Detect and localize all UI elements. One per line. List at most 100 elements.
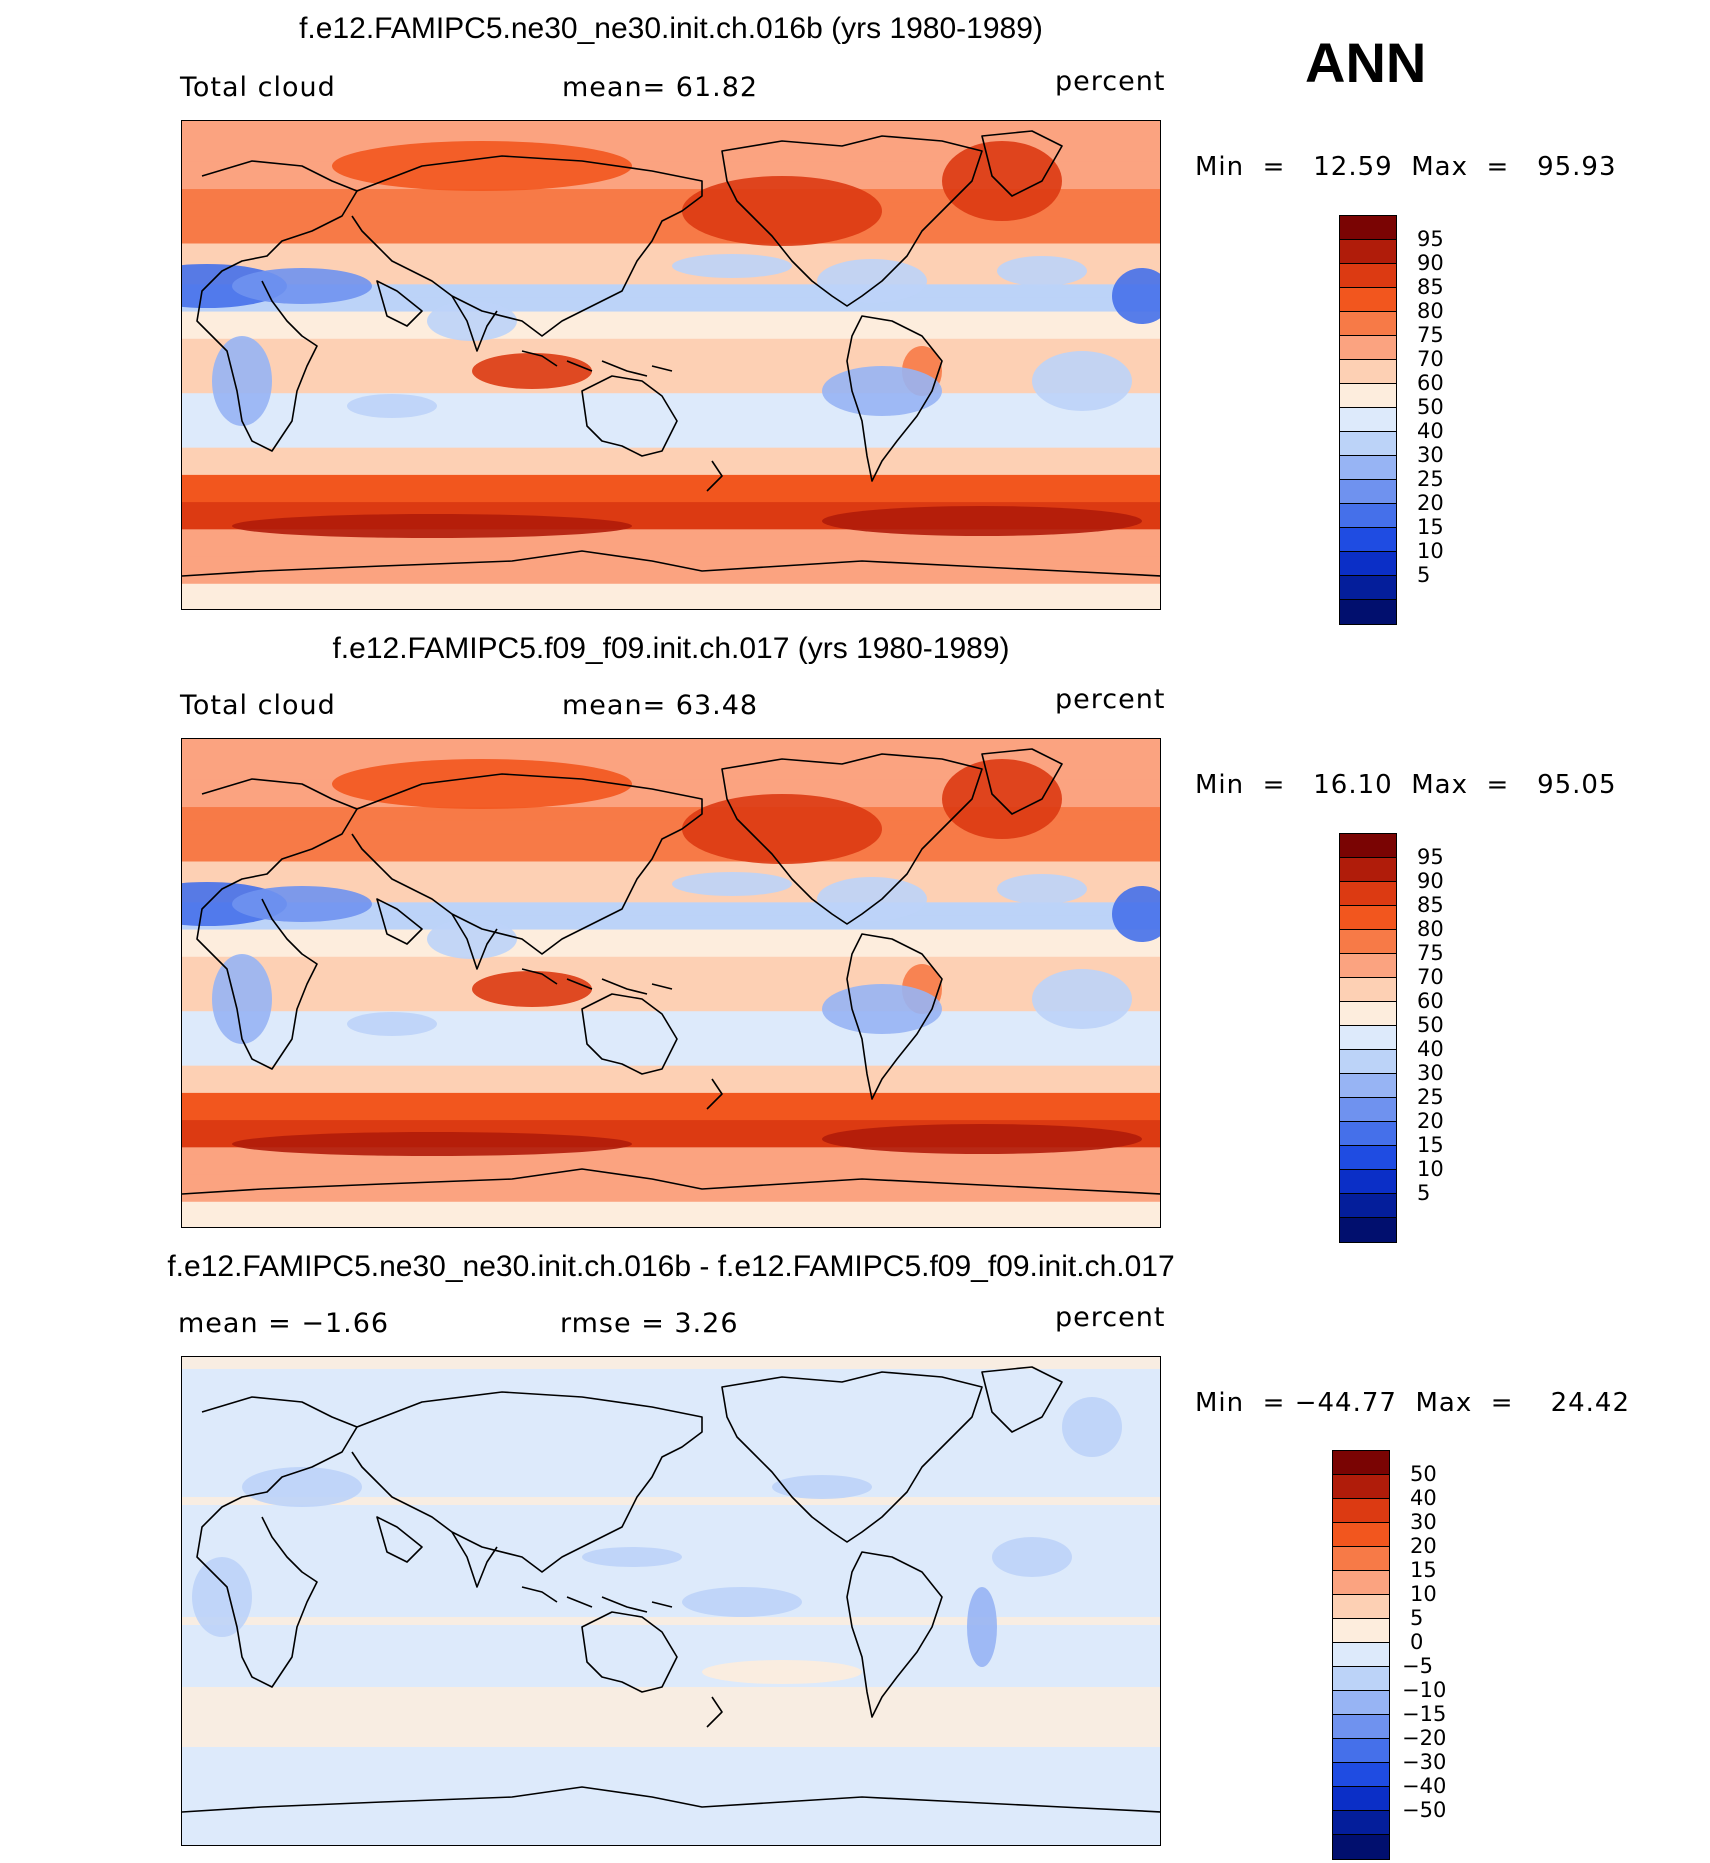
zonal-band — [182, 570, 1160, 585]
coastline — [581, 1611, 678, 1693]
colorbar-swatch — [1333, 1523, 1389, 1547]
coastline — [451, 913, 498, 970]
colorbar-tick-label: 75 — [1417, 941, 1444, 965]
coastline — [846, 933, 943, 1100]
coastline — [182, 1168, 1160, 1195]
colorbar-tick-label: 85 — [1417, 893, 1444, 917]
field-contour-region — [1112, 886, 1160, 942]
zonal-band — [182, 338, 1160, 354]
colorbar-swatch — [1340, 1122, 1396, 1146]
zonal-band — [182, 366, 1160, 381]
zonal-band — [182, 542, 1160, 558]
coastline — [981, 748, 1063, 815]
colorbar-tick-label: 60 — [1417, 989, 1444, 1013]
coastline — [706, 1696, 723, 1728]
field-contour-region — [582, 1547, 682, 1567]
colorbar-swatch — [1340, 834, 1396, 858]
coastline — [351, 155, 703, 337]
zonal-band — [182, 202, 1160, 218]
colorbar-tick-label: 20 — [1417, 491, 1444, 515]
field-contour-region — [997, 874, 1087, 904]
colorbar-tick-label: 25 — [1417, 467, 1444, 491]
coastline — [451, 1531, 498, 1588]
panel3-colorbar-swatches — [1332, 1450, 1390, 1860]
colorbar-tick-label: 20 — [1417, 1109, 1444, 1133]
zonal-band — [182, 474, 1160, 490]
zonal-band — [182, 847, 1160, 863]
field-contour-region — [582, 396, 682, 446]
colorbar-swatch — [1340, 360, 1396, 384]
zonal-band — [182, 1497, 1160, 1505]
field-contour-region — [472, 353, 592, 389]
colorbar-swatch — [1340, 1218, 1396, 1242]
field-contour-region — [682, 794, 882, 864]
zonal-band — [182, 216, 1160, 231]
colorbar-tick-label: 90 — [1417, 251, 1444, 275]
field-contour-region — [672, 254, 792, 278]
colorbar-tick-label: 50 — [1417, 395, 1444, 419]
panel3-mean-label: mean = −1.66 — [178, 1308, 390, 1339]
field-contour-region — [1032, 351, 1132, 411]
panel1-mean-label: mean= 61.82 — [562, 72, 759, 103]
zonal-band — [182, 1174, 1160, 1190]
field-contour-region — [1062, 1397, 1122, 1457]
zonal-band — [182, 1201, 1160, 1217]
field-contour-region — [347, 394, 437, 418]
colorbar-tick-label: 30 — [1417, 443, 1444, 467]
coastline — [981, 1366, 1063, 1433]
zonal-band — [182, 943, 1160, 958]
colorbar-swatch — [1340, 1194, 1396, 1218]
coastline — [981, 130, 1063, 197]
colorbar-swatch — [1340, 336, 1396, 360]
zonal-band — [182, 352, 1160, 367]
colorbar-tick-label: 40 — [1410, 1486, 1437, 1510]
colorbar-swatch — [1340, 954, 1396, 978]
colorbar-swatch — [1340, 432, 1396, 456]
colorbar-tick-label: 75 — [1417, 323, 1444, 347]
panel2-colorbar-swatches — [1339, 833, 1397, 1243]
coastline — [196, 160, 358, 452]
colorbar-swatch — [1333, 1715, 1389, 1739]
field-contour-region — [992, 1537, 1072, 1577]
field-contour-region — [1032, 969, 1132, 1029]
field-contour-region — [472, 971, 592, 1007]
zonal-band — [182, 1106, 1160, 1122]
field-contour-region — [582, 1014, 682, 1064]
zonal-band — [182, 1160, 1160, 1176]
colorbar-swatch — [1340, 312, 1396, 336]
zonal-band — [182, 1011, 1160, 1026]
zonal-band — [182, 834, 1160, 849]
colorbar-tick-label: 10 — [1410, 1582, 1437, 1606]
zonal-band — [182, 297, 1160, 313]
colorbar-tick-label: −20 — [1402, 1726, 1447, 1750]
colorbar-swatch — [1333, 1667, 1389, 1691]
coastline — [521, 350, 673, 377]
zonal-band — [182, 488, 1160, 504]
colorbar-swatch — [1340, 906, 1396, 930]
field-contour-region — [672, 872, 792, 896]
colorbar-swatch — [1340, 216, 1396, 240]
colorbar-swatch — [1333, 1835, 1389, 1859]
colorbar-swatch — [1340, 504, 1396, 528]
colorbar-swatch — [1333, 1451, 1389, 1475]
panel3-minmax: Min = −44.77 Max = 24.42 — [1195, 1388, 1631, 1418]
zonal-band — [182, 1188, 1160, 1203]
colorbar-swatch — [1333, 1811, 1389, 1835]
colorbar-swatch — [1340, 480, 1396, 504]
colorbar-swatch — [1340, 576, 1396, 600]
colorbar-swatch — [1340, 528, 1396, 552]
panel2-title: f.e12.FAMIPC5.f09_f09.init.ch.017 (yrs 1… — [332, 632, 1010, 665]
colorbar-tick-label: 50 — [1410, 1462, 1437, 1486]
panel2-mean-label: mean= 63.48 — [562, 690, 759, 721]
colorbar-swatch — [1340, 240, 1396, 264]
colorbar-swatch — [1340, 408, 1396, 432]
colorbar-tick-label: 40 — [1417, 1037, 1444, 1061]
colorbar-swatch — [1340, 1026, 1396, 1050]
colorbar-swatch — [1340, 1074, 1396, 1098]
zonal-band — [182, 820, 1160, 836]
field-contour-region — [942, 759, 1062, 839]
colorbar-tick-label: 20 — [1410, 1534, 1437, 1558]
colorbar-swatch — [1340, 858, 1396, 882]
colorbar-swatch — [1340, 930, 1396, 954]
coastline — [581, 375, 678, 457]
